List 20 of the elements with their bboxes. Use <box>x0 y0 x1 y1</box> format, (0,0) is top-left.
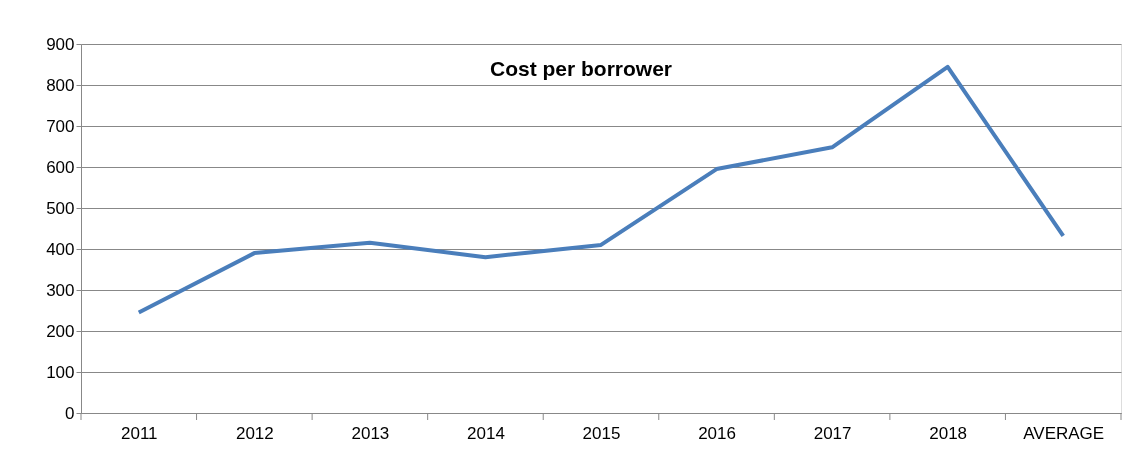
y-tick-label: 400 <box>46 239 75 259</box>
y-tick-label: 300 <box>46 280 75 300</box>
x-tick-label: 2015 <box>582 423 621 443</box>
x-tick-label: 2016 <box>698 423 736 443</box>
y-tick-label: 100 <box>46 362 75 382</box>
x-tick-label: 2013 <box>351 423 390 443</box>
x-tick-label: AVERAGE <box>1023 423 1105 443</box>
y-tick-label: 900 <box>46 34 75 54</box>
text: Cost per borrower <box>489 57 673 80</box>
y-tick-label: 0 <box>65 403 75 423</box>
x-tick-label: 2011 <box>121 423 158 443</box>
y-tick-label: 200 <box>46 321 75 341</box>
y-tick-label: 600 <box>46 157 75 177</box>
y-tick-label: 800 <box>46 75 75 95</box>
x-tick-label: 2018 <box>929 423 968 443</box>
y-tick-label: 700 <box>46 116 75 136</box>
y-tick-label: 500 <box>46 198 75 218</box>
x-tick-label: 2012 <box>235 423 274 443</box>
x-tick-label: 2014 <box>467 423 505 443</box>
x-tick-label: 2017 <box>813 423 852 443</box>
